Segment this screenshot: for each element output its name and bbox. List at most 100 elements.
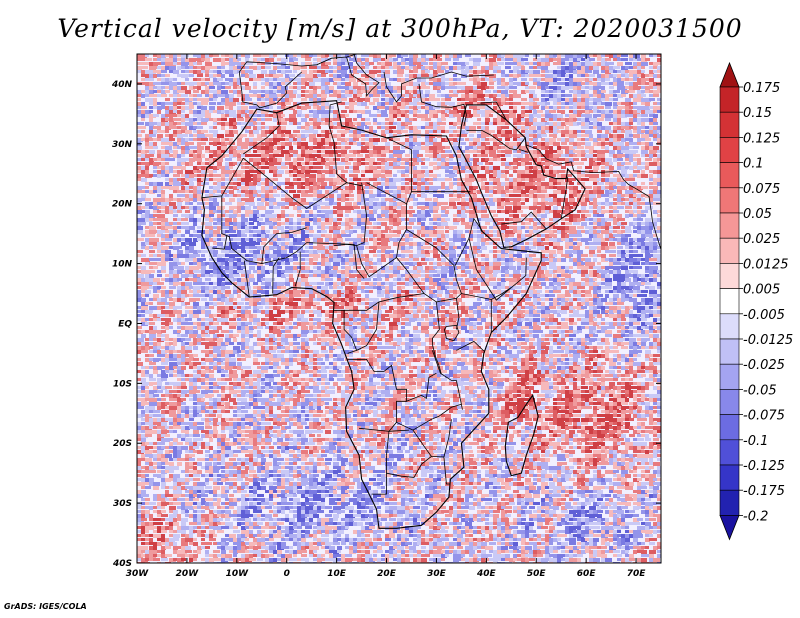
field-cell: [505, 142, 509, 146]
field-cell: [573, 110, 579, 114]
field-cell: [485, 122, 490, 125]
field-cell: [533, 210, 540, 214]
field-cell: [473, 62, 480, 66]
field-cell: [361, 170, 368, 173]
field-cell: [625, 210, 631, 213]
field-cell: [373, 162, 379, 165]
field-cell: [333, 110, 338, 114]
field-cell: [381, 158, 387, 162]
field-cell: [585, 174, 590, 177]
field-cell: [217, 110, 224, 114]
field-cell: [357, 226, 361, 229]
field-cell: [565, 150, 572, 154]
field-cell: [493, 158, 499, 161]
field-cell: [209, 118, 215, 121]
field-cell: [177, 58, 181, 61]
field-cell: [213, 178, 219, 181]
field-cell: [361, 118, 365, 121]
field-cell: [229, 166, 233, 169]
field-cell: [585, 58, 591, 62]
field-cell: [365, 222, 372, 225]
field-cell: [197, 74, 203, 77]
field-cell: [137, 238, 144, 241]
field-cell: [389, 210, 394, 214]
field-cell: [373, 194, 380, 197]
field-cell: [593, 222, 599, 225]
field-cell: [317, 166, 323, 169]
field-cell: [281, 214, 285, 218]
field-cell: [425, 178, 430, 181]
field-cell: [373, 210, 377, 214]
field-cell: [441, 62, 448, 65]
field-cell: [361, 86, 368, 90]
field-cell: [313, 138, 318, 142]
field-cell: [585, 146, 591, 149]
field-cell: [421, 166, 428, 169]
field-cell: [385, 234, 392, 238]
field-cell: [653, 86, 658, 89]
field-cell: [521, 78, 527, 81]
field-cell: [521, 198, 526, 201]
field-cell: [537, 234, 542, 237]
field-cell: [577, 74, 584, 77]
field-cell: [549, 150, 553, 154]
field-cell: [193, 158, 199, 161]
field-cell: [237, 150, 241, 153]
field-cell: [637, 186, 643, 190]
field-cell: [605, 218, 610, 221]
field-cell: [385, 82, 391, 86]
field-cell: [321, 102, 325, 106]
field-cell: [349, 142, 354, 145]
field-cell: [561, 146, 565, 149]
field-cell: [649, 186, 656, 189]
field-cell: [157, 54, 164, 58]
field-cell: [625, 190, 630, 194]
field-cell: [229, 146, 236, 150]
field-cell: [593, 158, 597, 161]
field-cell: [253, 206, 257, 209]
field-cell: [165, 198, 171, 202]
field-cell: [245, 74, 250, 78]
field-cell: [533, 142, 538, 145]
field-cell: [165, 126, 171, 130]
field-cell: [389, 206, 396, 210]
field-cell: [297, 78, 303, 82]
field-cell: [161, 82, 168, 85]
field-cell: [549, 162, 556, 165]
field-cell: [217, 86, 221, 90]
field-cell: [553, 126, 559, 130]
field-cell: [213, 218, 217, 221]
field-cell: [617, 142, 624, 146]
field-cell: [365, 182, 370, 186]
field-cell: [521, 238, 528, 241]
field-cell: [341, 98, 347, 101]
field-cell: [149, 66, 156, 70]
field-cell: [253, 90, 257, 94]
field-cell: [345, 162, 351, 165]
field-cell: [565, 118, 569, 122]
field-cell: [441, 118, 446, 121]
field-cell: [593, 226, 599, 229]
field-cell: [185, 82, 190, 85]
field-cell: [533, 174, 539, 178]
field-cell: [597, 154, 602, 158]
field-cell: [333, 222, 338, 226]
field-cell: [485, 202, 492, 205]
field-cell: [269, 234, 275, 238]
field-cell: [653, 62, 658, 66]
field-cell: [649, 110, 655, 114]
field-cell: [469, 98, 473, 102]
field-cell: [153, 162, 159, 166]
field-cell: [637, 194, 643, 198]
field-cell: [541, 82, 548, 86]
field-cell: [241, 214, 245, 218]
field-cell: [565, 86, 569, 90]
field-cell: [613, 230, 619, 233]
field-cell: [265, 158, 270, 161]
field-cell: [569, 78, 574, 82]
field-cell: [433, 58, 438, 61]
field-cell: [181, 130, 186, 133]
field-cell: [273, 154, 277, 157]
field-cell: [457, 142, 463, 145]
field-cell: [149, 98, 156, 102]
